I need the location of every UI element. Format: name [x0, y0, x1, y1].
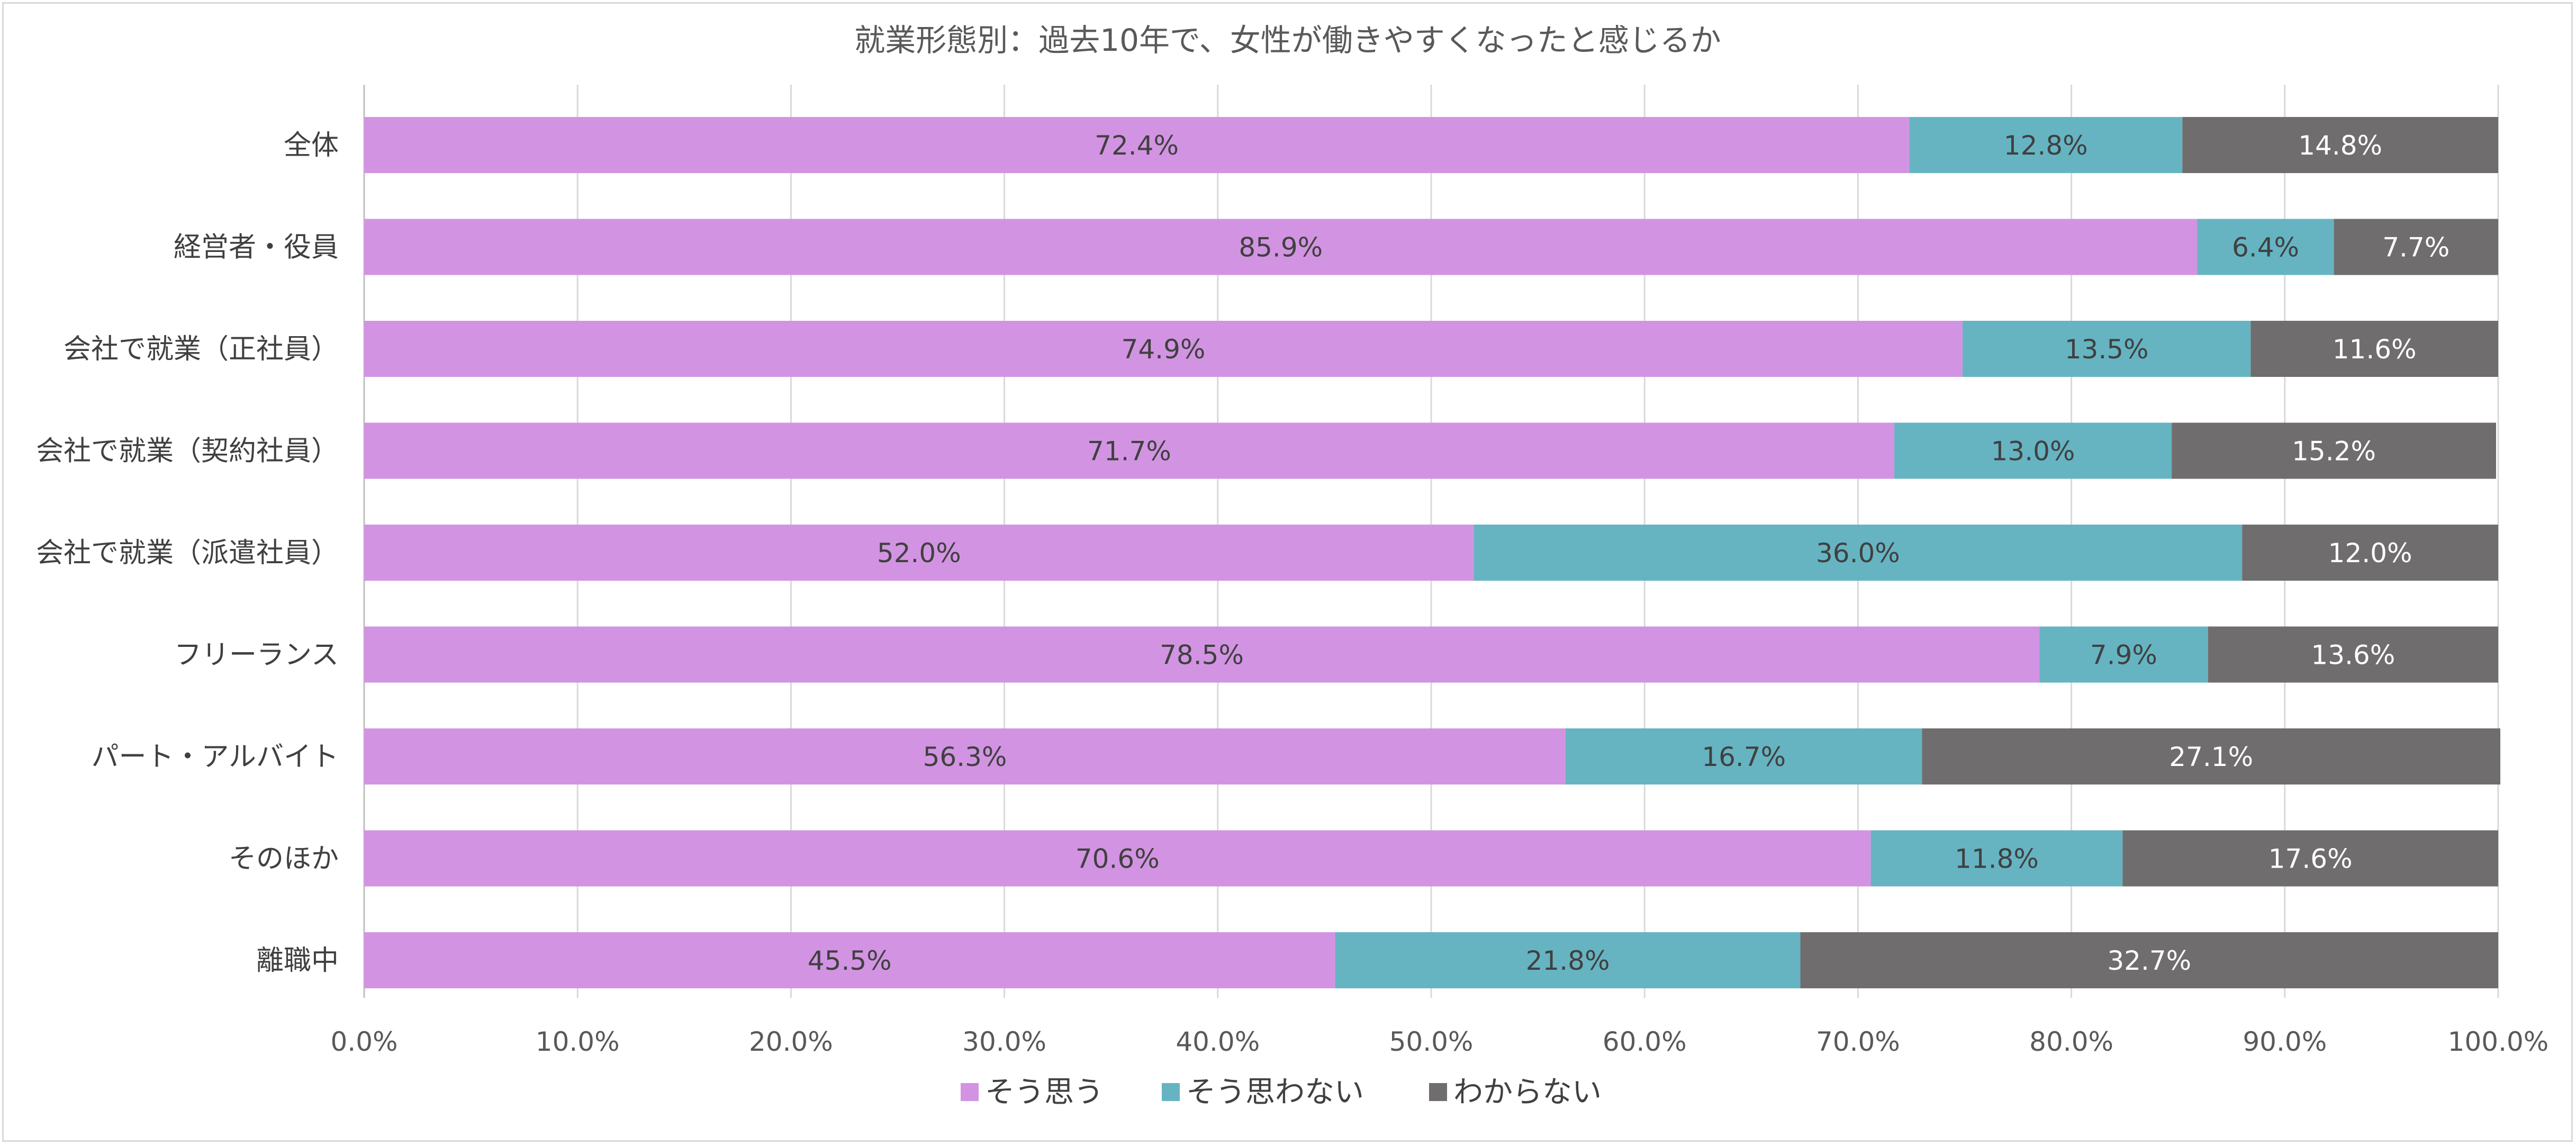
data-label: 78.5%	[1160, 640, 1244, 671]
x-tick-label: 10.0%	[536, 1026, 620, 1057]
bar-segment	[2250, 321, 2498, 377]
data-label: 32.7%	[2107, 945, 2191, 976]
x-axis-ticks: 0.0% 10.0% 20.0% 30.0% 40.0% 50.0% 60.0% 70.0% 8…	[330, 1026, 2548, 1057]
bar-segment	[1335, 932, 1801, 988]
x-tick-label: 50.0%	[1389, 1026, 1474, 1057]
data-label: 36.0%	[1816, 538, 1900, 569]
bar-segment	[364, 422, 1894, 479]
bar-segment	[1962, 321, 2251, 377]
data-label: 27.1%	[2169, 742, 2253, 772]
bar-segment	[1909, 117, 2183, 173]
category-label: フリーランス	[174, 639, 339, 671]
bar-segment	[2172, 422, 2496, 479]
chart-title: 就業形態別：過去10年で、女性が働きやすくなったと感じるか	[854, 22, 1721, 58]
x-tick-label: 40.0%	[1176, 1026, 1260, 1057]
bar-segment	[364, 728, 1566, 785]
data-label: 7.9%	[2090, 640, 2157, 671]
x-tick-label: 30.0%	[962, 1026, 1046, 1057]
bar-segment	[364, 830, 1871, 887]
bar-segment	[364, 321, 1963, 377]
bar-segment	[1474, 525, 2243, 581]
x-tick-label: 0.0%	[330, 1026, 397, 1057]
bar-segment	[1922, 728, 2501, 785]
data-label: 56.3%	[923, 742, 1007, 772]
x-tick-label: 80.0%	[2029, 1026, 2113, 1057]
data-label: 15.2%	[2292, 436, 2376, 467]
category-label: 会社で就業（正社員）	[64, 333, 339, 365]
bar-segment	[364, 626, 2040, 683]
data-label: 14.8%	[2298, 130, 2382, 161]
x-tick-label: 60.0%	[1603, 1026, 1687, 1057]
category-label: 会社で就業（契約社員）	[36, 436, 339, 467]
category-label: そのほか	[229, 843, 339, 875]
data-label: 85.9%	[1239, 232, 1323, 263]
category-label: 全体	[284, 130, 339, 161]
legend-swatch	[1429, 1083, 1447, 1101]
bar-segment	[2039, 626, 2208, 683]
bar-segment	[2242, 525, 2498, 581]
data-label: 21.8%	[1526, 945, 1610, 976]
data-label: 12.0%	[2328, 538, 2412, 569]
data-label: 17.6%	[2268, 844, 2353, 874]
bar-segment	[364, 525, 1474, 581]
bar-segment	[364, 219, 2198, 275]
legend: そう思う そう思わない わからない	[961, 1075, 1602, 1110]
data-label: 45.5%	[808, 945, 892, 976]
data-label: 13.0%	[1991, 436, 2075, 467]
data-label: 6.4%	[2232, 232, 2299, 263]
x-tick-label: 20.0%	[749, 1026, 833, 1057]
bar-segment	[1894, 422, 2172, 479]
bar-segment	[1870, 830, 2123, 887]
data-label: 11.8%	[1955, 844, 2039, 874]
data-label: 13.5%	[2065, 334, 2149, 365]
bar-segment	[1566, 728, 1922, 785]
category-label: 経営者・役員	[174, 232, 339, 264]
legend-label: そう思う	[985, 1075, 1104, 1110]
bar-segment	[2208, 626, 2498, 683]
legend-label: そう思わない	[1186, 1075, 1364, 1110]
category-label: パート・アルバイト	[92, 741, 339, 773]
category-label: 離職中	[256, 945, 339, 977]
x-tick-label: 70.0%	[1816, 1026, 1900, 1057]
category-label: 会社で就業（派遣社員）	[36, 537, 339, 569]
data-label: 52.0%	[877, 538, 961, 569]
legend-label: わからない	[1453, 1075, 1602, 1110]
bar-segment	[364, 932, 1335, 988]
data-label: 16.7%	[1702, 742, 1786, 772]
bar-segment	[364, 117, 1910, 173]
legend-swatch	[1162, 1083, 1180, 1101]
data-label: 13.6%	[2311, 640, 2395, 671]
data-label: 12.8%	[2004, 130, 2088, 161]
x-tick-label: 90.0%	[2243, 1026, 2327, 1057]
data-label: 71.7%	[1087, 436, 1171, 467]
data-label: 74.9%	[1122, 334, 1206, 365]
bar-segment	[2334, 219, 2498, 275]
bar-segment	[2122, 830, 2498, 887]
data-label: 70.6%	[1075, 844, 1160, 874]
bar-segment	[2182, 117, 2498, 173]
legend-swatch	[961, 1083, 979, 1101]
bars: 72.4% 12.8% 14.8% 85.9% 6.4% 7.7% 74.9% 13.5% 11…	[364, 117, 2501, 988]
data-label: 11.6%	[2333, 334, 2417, 365]
data-label: 72.4%	[1095, 130, 1179, 161]
data-label: 7.7%	[2382, 232, 2450, 263]
x-tick-label: 100.0%	[2448, 1026, 2549, 1057]
bar-segment	[2197, 219, 2334, 275]
bar-segment	[1800, 932, 2498, 988]
